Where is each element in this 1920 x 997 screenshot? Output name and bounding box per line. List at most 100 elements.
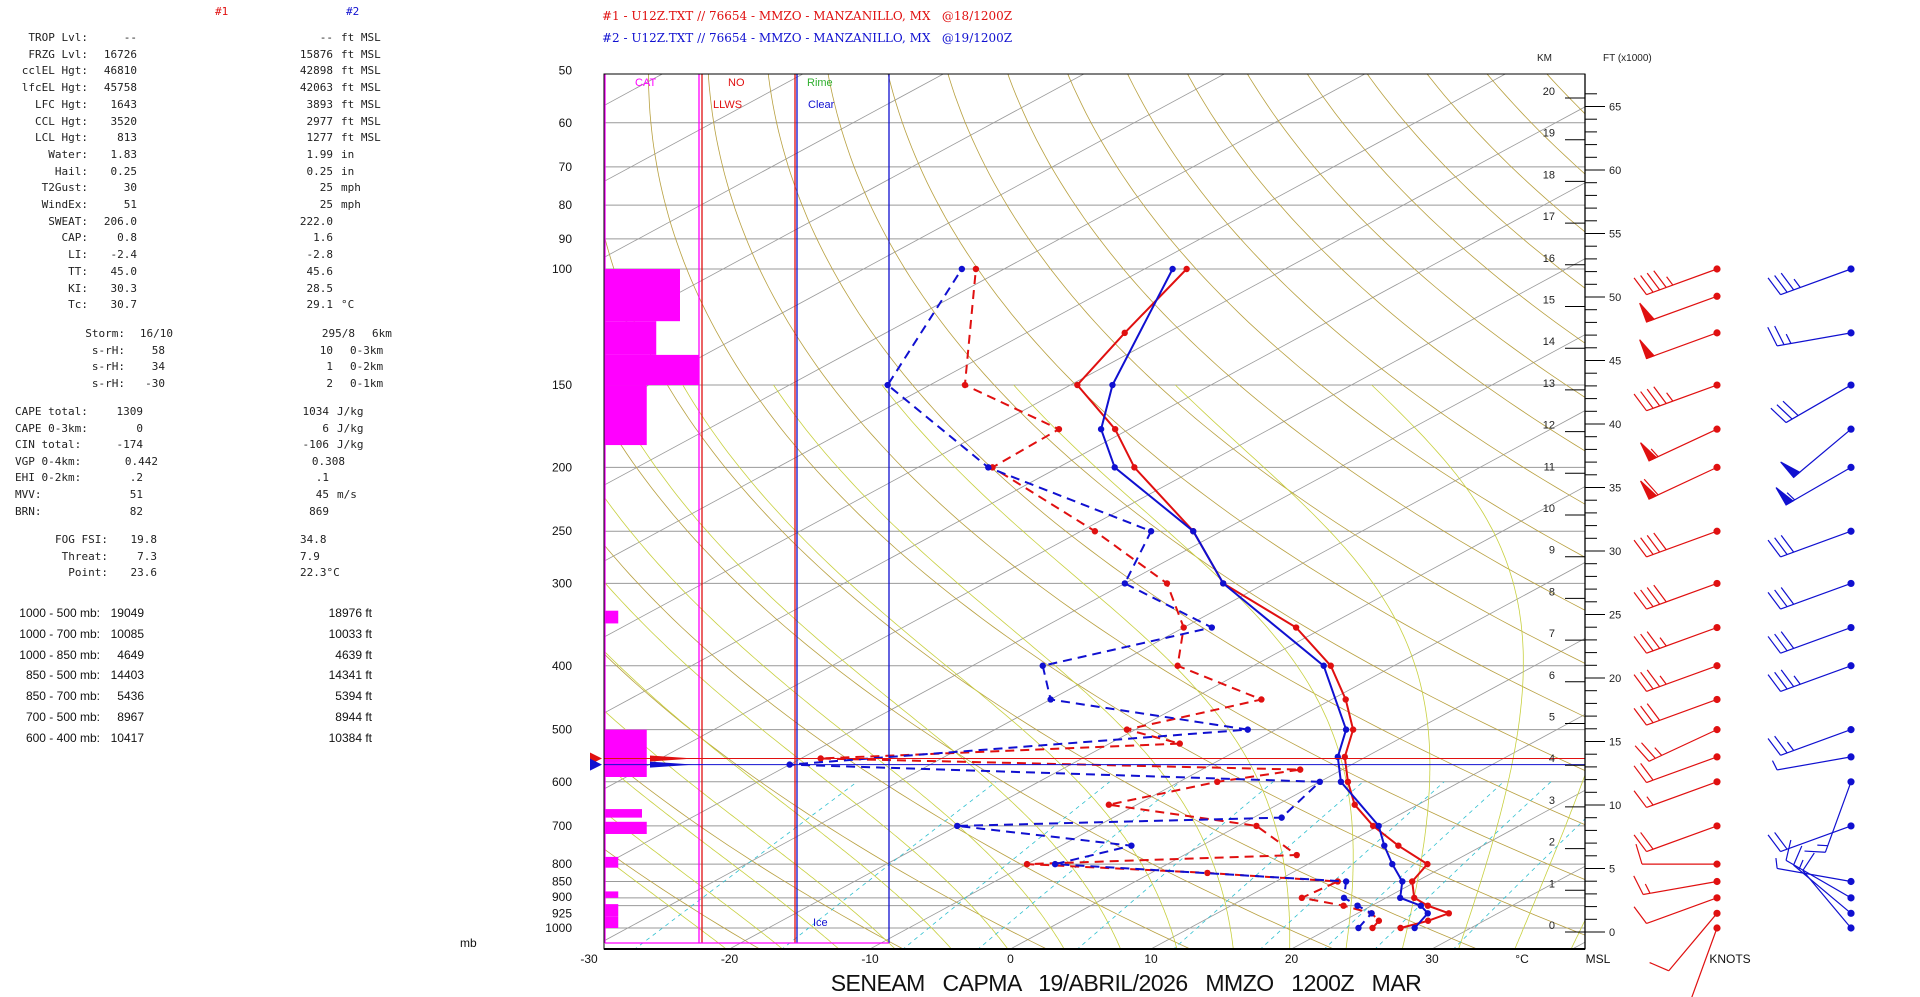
stat-label: SWEAT: [48,214,88,228]
stat-unit: mph [341,181,361,195]
wind-barb-half [1666,276,1674,286]
plot-area [604,43,1920,950]
wind-barb-staff [1648,428,1718,462]
cat-bar [604,729,647,763]
profile-point [1320,662,1327,669]
moist-adiabat [1371,384,1524,949]
moist-adiabat [604,710,896,949]
wind-barb-flag [1633,790,1648,808]
wind-barb-staff [1646,756,1718,784]
km-tick-label: 3 [1549,795,1555,807]
wind-barb-flag [1774,537,1788,555]
isotherm [604,74,1366,486]
moist-adiabat [1175,384,1431,949]
pressure-tick-label: 900 [552,890,572,904]
thickness-value-2: 18976 ft [328,606,372,620]
profile-point [1408,878,1416,885]
profile-point [1253,822,1260,830]
profile-point [1176,740,1183,747]
wind-barb-half [1793,675,1801,685]
profile-point [1074,381,1081,389]
cape-value-2: .1 [315,471,329,485]
thickness-value-1: 8967 [117,710,144,724]
wind-barb-flag [1802,852,1815,871]
moist-adiabat [881,384,1291,949]
km-tick-label: 20 [1543,86,1555,98]
stat-value-1: 1.83 [110,147,138,161]
fog-value-2: 34.8 [300,533,327,546]
wind-barb [1649,909,1721,972]
wind-barb-staff [1646,582,1718,610]
stat-value-2: 2977 [306,114,334,128]
isotherm [604,74,804,182]
pressure-tick-label: 100 [552,262,572,276]
stat-value-1: -2.4 [110,248,138,262]
wind-barb [1771,753,1855,771]
wind-barb-staff [1646,781,1718,809]
profile-point [1445,910,1453,917]
moist-adiabat [604,650,953,949]
profile-point [1131,464,1138,471]
profile-point [1327,662,1334,669]
stat-label: FRZG Lvl: [28,47,88,61]
wind-barb-staff [1777,332,1852,347]
moist-adiabat [604,856,727,949]
dry-adiabat [1637,43,1920,950]
profile-point [1297,766,1304,773]
profile-point [1293,851,1300,859]
mixing-ratio-line [1374,781,1552,949]
wind-barb-flag [1649,961,1670,972]
storm-label: s-rH: [91,343,125,357]
profile-point [1047,696,1054,703]
wind-barb [1767,822,1855,853]
wind-barb [1775,463,1855,506]
wind-barb-flag [1770,407,1787,423]
profile-point [1354,902,1361,909]
wind-barb-half [1650,448,1659,458]
km-label: KM [1537,53,1552,64]
fog-value-1: 19.8 [130,533,158,546]
profile-point [1369,822,1377,830]
wind-barb-staff [1824,781,1852,853]
km-tick-label: 16 [1543,253,1555,265]
profile-point [1342,726,1350,733]
km-tick-label: 4 [1549,753,1555,765]
wind-barb-flag [1646,669,1661,687]
stat-unit: ft MSL [341,131,381,145]
stat-value-1: 30 [123,181,137,195]
stat-value-2: 25 [319,181,333,195]
mixing-ratio-line [1173,781,1364,949]
km-tick-label: 1 [1549,878,1555,890]
wind-barb [1767,325,1855,347]
wind-barb-flag [1653,386,1667,404]
storm-value-2: 2 [326,376,333,390]
ft-tick-label: 35 [1609,483,1621,495]
wind-barb-staff [1777,867,1852,883]
wind-barb [1633,822,1721,853]
wind-barb-flag [1774,832,1788,850]
dry-adiabat [1486,74,1585,175]
wind-barb-staff [1648,729,1718,762]
wind-barb [1767,527,1855,558]
pressure-tick-label: 200 [552,460,572,474]
wind-barb-flag [1780,535,1795,553]
wind-barb-flag [1767,834,1782,852]
profile-2-temperature [1100,268,1430,929]
panel-label-clear: Clear [808,99,835,111]
stat-label: CCL Hgt: [35,114,88,128]
cat-bar [604,610,619,624]
dry-adiabat [1579,43,1920,950]
wind-barb [1633,381,1721,412]
profile-point [1411,894,1418,902]
wind-barb [1633,695,1721,726]
wind-barb-flag [1633,875,1644,895]
profile-point [1039,662,1046,669]
dry-adiabat [827,74,1585,771]
wind-barb [1770,381,1855,424]
profile-1-dewpoint [820,268,1381,929]
col2-header: #2 [346,5,360,18]
wind-barb-staff [1646,268,1718,296]
km-tick-label: 17 [1543,211,1555,223]
dry-adiabat [1695,43,1920,950]
wind-barb-flag [1767,591,1782,610]
